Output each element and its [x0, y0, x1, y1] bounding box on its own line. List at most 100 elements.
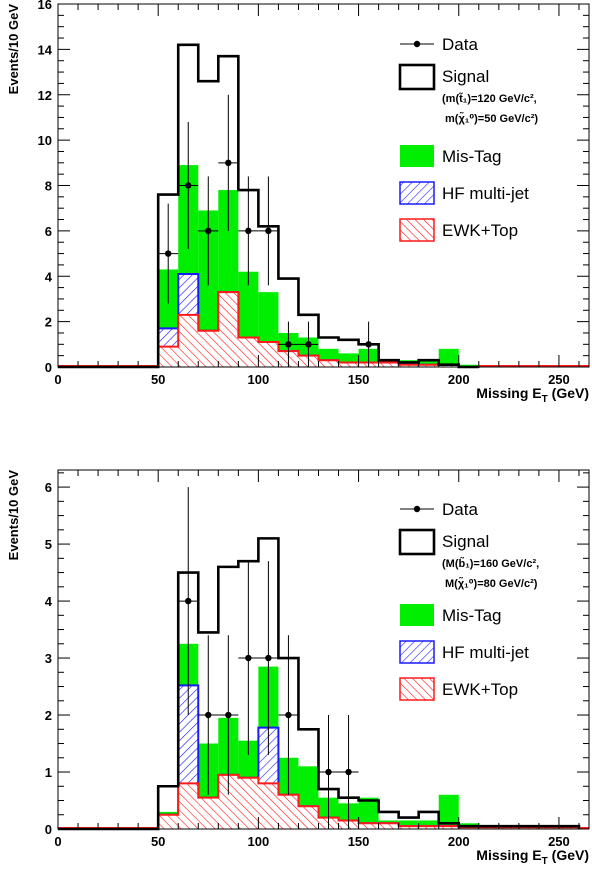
legend-signal-note-2: m(χ̃₁⁰)=50 GeV/c²) — [445, 112, 538, 125]
ewk-bar — [278, 794, 299, 829]
x-axis-label-unit: (GeV) — [548, 847, 589, 863]
x-tick-label: 100 — [248, 372, 270, 387]
ewk-bar — [378, 362, 399, 367]
legend-mistag-label: Mis-Tag — [442, 147, 502, 166]
mistag-bar — [438, 348, 459, 367]
ewk-bar — [258, 783, 279, 829]
data-point — [218, 635, 239, 795]
x-tick-label: 0 — [54, 834, 61, 849]
x-tick-label: 100 — [248, 834, 270, 849]
data-marker — [225, 711, 232, 719]
data-marker — [245, 227, 252, 235]
ewk-bar — [238, 777, 259, 829]
y-tick-label: 0 — [45, 822, 52, 837]
data-marker — [345, 768, 352, 776]
plot-area — [58, 470, 589, 829]
legend-data-marker — [413, 505, 421, 513]
data-marker — [285, 341, 292, 348]
ewk-bar — [378, 823, 399, 829]
legend-signal-note-1: (M(b̃₁)=160 GeV/c², — [442, 557, 539, 570]
data-point — [338, 715, 359, 829]
plot-area — [58, 4, 589, 367]
ewk-bar — [198, 330, 219, 367]
y-tick-label: 2 — [45, 315, 52, 330]
legend-mistag-label: Mis-Tag — [442, 606, 502, 625]
x-axis-label-main: Missing E — [476, 385, 541, 401]
x-axis-label-unit: (GeV) — [548, 385, 589, 401]
y-tick-label: 5 — [45, 537, 52, 552]
legend-data-label: Data — [442, 500, 478, 519]
y-tick-label: 4 — [45, 269, 53, 284]
data-marker — [305, 341, 312, 348]
legend-mistag-swatch — [400, 145, 434, 167]
legend-data-label: Data — [442, 35, 478, 54]
y-tick-label: 8 — [45, 179, 52, 194]
x-tick-label: 50 — [151, 372, 165, 387]
y-tick-label: 2 — [45, 708, 52, 723]
data-marker — [265, 227, 272, 235]
data-marker — [265, 654, 272, 662]
y-tick-label: 0 — [45, 360, 52, 375]
y-tick-label: 3 — [45, 651, 52, 666]
legend-signal-box — [398, 528, 436, 556]
legend: Data Signal (M(b̃₁)=160 GeV/c², M(χ̃₁⁰)=80 … — [398, 500, 539, 701]
data-point — [178, 487, 199, 716]
ewk-bar — [198, 797, 219, 829]
legend-signal-box — [398, 63, 436, 91]
ewk-bar — [418, 826, 439, 829]
ewk-bar — [338, 362, 359, 367]
data-marker — [185, 182, 192, 189]
legend-hf-label: HF multi-jet — [442, 184, 529, 203]
data-point — [198, 176, 219, 286]
ewk-bar — [398, 826, 419, 829]
y-axis-label: Events/10 GeV — [6, 4, 21, 95]
ewk-bar — [218, 774, 239, 829]
legend-signal-note-2: M(χ̃₁⁰)=80 GeV/c²) — [445, 577, 538, 590]
ewk-bar — [158, 346, 179, 367]
mistag-bar — [438, 794, 459, 829]
mistag-bar — [418, 360, 439, 367]
ewk-bar — [398, 364, 419, 367]
y-tick-label: 14 — [38, 42, 53, 57]
ewk-bar — [218, 292, 239, 367]
ewk-bar — [298, 806, 319, 829]
legend-hf-swatch — [399, 181, 435, 205]
y-axis-label: Events/10 GeV — [6, 470, 21, 561]
ewk-bar — [178, 783, 199, 829]
data-point — [298, 321, 319, 367]
mistag-bar — [358, 797, 379, 829]
data-point — [278, 321, 299, 367]
x-axis-label-main: Missing E — [476, 847, 541, 863]
y-tick-label: 12 — [38, 88, 52, 103]
y-tick-label: 1 — [45, 765, 52, 780]
mistag-bar — [198, 210, 219, 367]
data-marker — [205, 227, 212, 235]
x-tick-label: 150 — [348, 372, 370, 387]
data-marker — [365, 341, 372, 348]
data-marker — [245, 654, 252, 662]
data-point — [318, 715, 339, 829]
data-marker — [285, 711, 292, 719]
data-point — [238, 176, 259, 286]
ewk-bar — [158, 814, 179, 829]
x-tick-label: 200 — [448, 834, 470, 849]
data-marker — [325, 768, 332, 776]
legend-hf-label: HF multi-jet — [442, 643, 529, 662]
data-point — [358, 321, 379, 367]
y-tick-label: 10 — [38, 133, 52, 148]
ewk-bar — [238, 337, 259, 367]
data-point — [258, 176, 279, 286]
data-point — [178, 121, 199, 250]
data-point — [158, 203, 179, 304]
mistag-bar — [398, 820, 419, 829]
legend-signal-label: Signal — [442, 532, 489, 551]
data-point — [258, 561, 279, 755]
x-tick-label: 50 — [151, 834, 165, 849]
legend-ewk-label: EWK+Top — [442, 680, 518, 699]
legend-data-marker — [413, 40, 421, 48]
x-axis-label-subscript: T — [542, 856, 548, 867]
ewk-bar — [358, 823, 379, 829]
data-point — [278, 635, 299, 795]
data-point — [198, 635, 219, 795]
